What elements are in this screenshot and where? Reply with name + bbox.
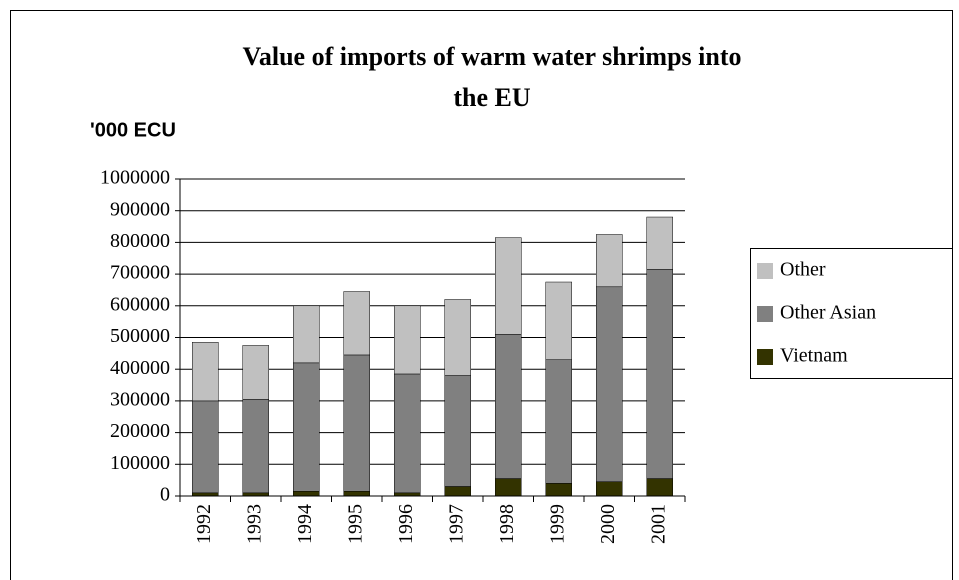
y-tick-label: 900000 [110,198,170,220]
bar-segment [192,342,219,402]
chart-title: Value of imports of warm water shrimps i… [242,42,742,112]
bar-segment [596,234,623,288]
bar-segment [343,490,370,497]
bar-segment [495,478,522,497]
y-tick-label: 100000 [110,452,170,474]
bar-segment [242,345,269,400]
bar-segment [495,334,522,479]
bar-segment [646,269,673,479]
bar-segment [495,237,522,335]
bar-segment [646,478,673,497]
y-tick-label: 600000 [110,293,170,315]
bar-segment [444,486,471,497]
y-tick-label: 700000 [110,262,170,284]
bar-segment [444,375,471,487]
bar-segment [545,281,572,360]
bar-segment [444,299,471,376]
legend-swatch [757,263,773,279]
x-tick-label: 1999 [546,504,568,544]
bar-segment [343,291,370,356]
x-tick-label: 1994 [294,504,316,544]
x-tick-label: 1992 [193,504,215,544]
y-tick-label: 1000000 [100,167,170,189]
legend-label: Other [780,259,826,281]
bar-segment [293,490,320,497]
y-tick-label: 500000 [110,325,170,347]
legend-swatch [757,306,773,322]
x-tick-label: 2000 [597,504,619,544]
legend-label: Other Asian [780,302,876,324]
bar-segment [192,400,219,494]
bar-segment [343,354,370,492]
y-axis-label: '000 ECU [90,119,176,141]
y-tick-label: 200000 [110,420,170,442]
y-tick-label: 300000 [110,388,170,410]
x-tick-label: 1995 [344,504,366,544]
x-tick-label: 1993 [243,504,265,544]
legend-label: Vietnam [780,345,848,367]
legend-box [750,248,953,379]
bar-segment [242,399,269,494]
y-tick-label: 800000 [110,230,170,252]
bar-segment [394,305,421,375]
x-tick-label: 1998 [496,504,518,544]
legend-swatch [757,349,773,365]
y-tick-label: 0 [160,484,170,506]
bar-segment [596,481,623,497]
bar-segment [394,373,421,494]
x-tick-label: 1997 [445,504,467,544]
x-tick-label: 2001 [647,504,669,544]
x-tick-label: 1996 [395,504,417,544]
bar-segment [293,305,320,364]
bar-segment [545,483,572,497]
y-tick-label: 400000 [110,357,170,379]
bar-segment [545,359,572,484]
bar-segment [646,216,673,270]
bar-segment [596,286,623,482]
bar-segment [293,362,320,492]
